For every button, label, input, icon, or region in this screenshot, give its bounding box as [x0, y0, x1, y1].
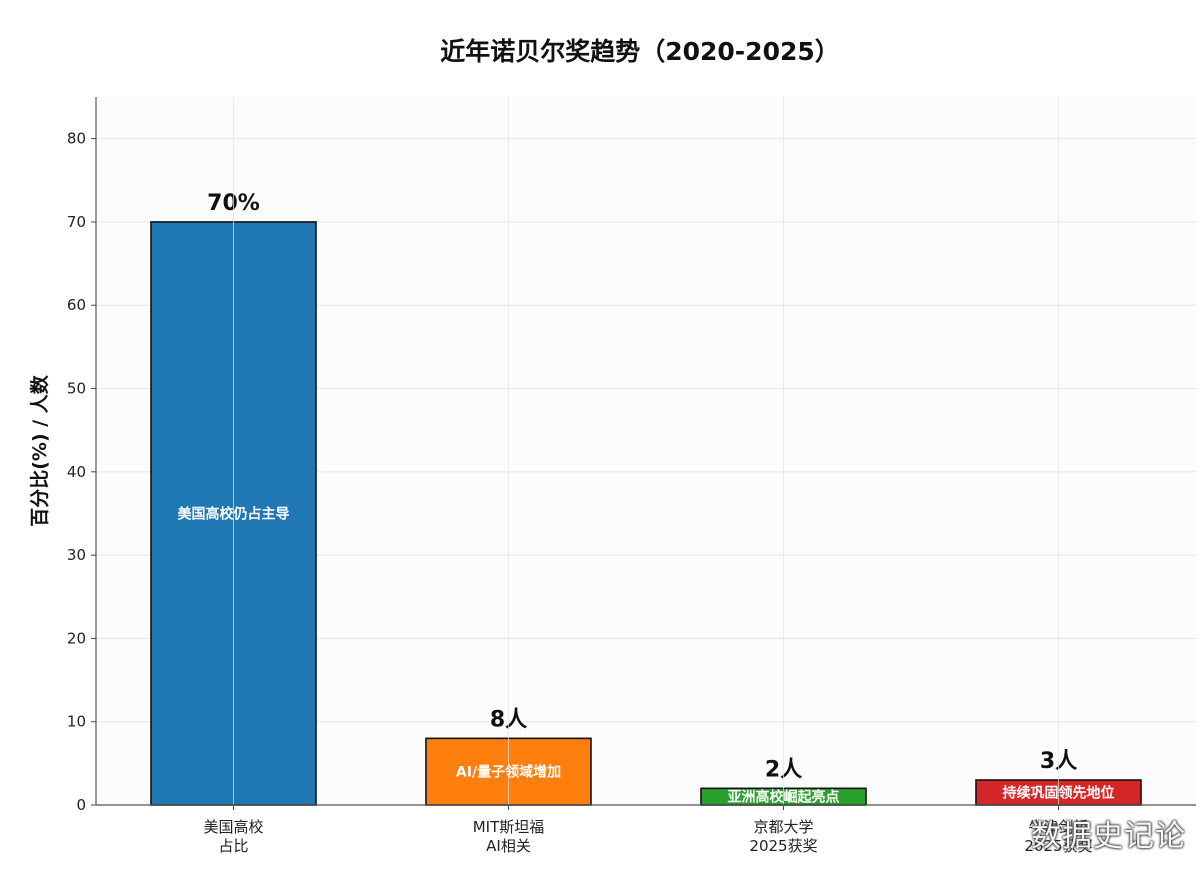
y-tick-label: 40	[67, 463, 86, 481]
x-tick-label: 占比	[218, 837, 248, 855]
y-tick-label: 80	[67, 130, 86, 148]
y-tick-label: 60	[67, 296, 86, 314]
x-tick-label: 美国高校	[203, 818, 263, 836]
axes-group: 01020304050607080美国高校占比MIT斯坦福AI相关京都大学202…	[67, 97, 1196, 855]
x-tick-label: 2025获奖	[749, 837, 817, 855]
x-tick-label: 2025获奖	[1024, 837, 1092, 855]
y-tick-label: 10	[67, 713, 86, 731]
chart-title: 近年诺贝尔奖趋势（2020-2025）	[440, 37, 840, 66]
y-tick-label: 0	[76, 796, 86, 814]
x-tick-label: MIT斯坦福	[473, 818, 545, 836]
y-axis-label: 百分比(%) / 人数	[28, 374, 51, 527]
y-tick-label: 50	[67, 380, 86, 398]
y-tick-label: 30	[67, 546, 86, 564]
watermark: 数据史记论	[1031, 819, 1186, 854]
y-tick-label: 20	[67, 629, 86, 647]
x-tick-label: 牛津剑桥	[1028, 818, 1088, 836]
y-tick-label: 70	[67, 213, 86, 231]
x-tick-label: AI相关	[486, 837, 531, 855]
x-tick-label: 京都大学	[753, 818, 813, 836]
